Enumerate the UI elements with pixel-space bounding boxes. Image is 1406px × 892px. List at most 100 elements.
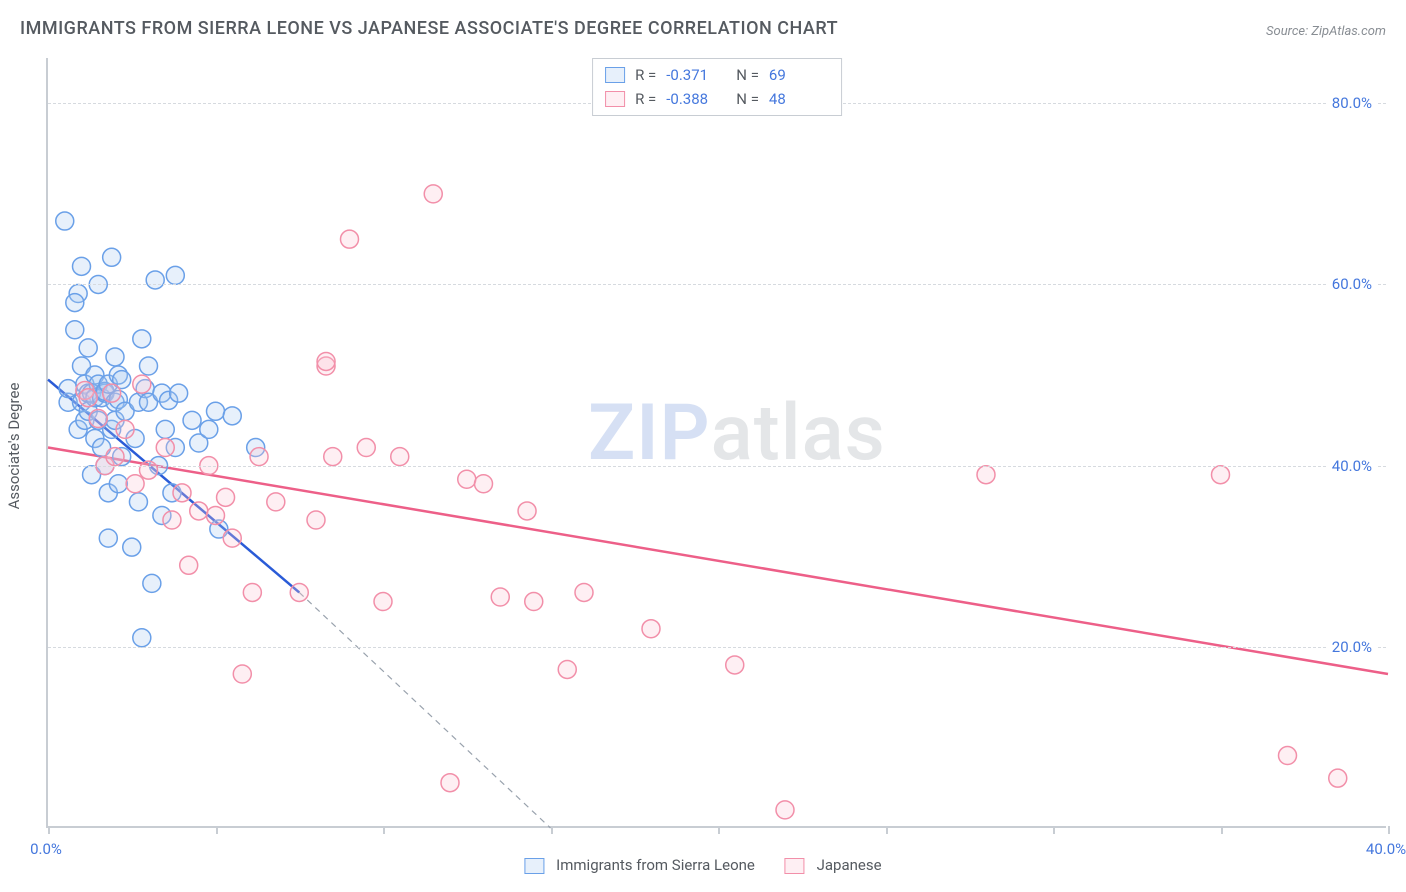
- legend-label: Japanese: [817, 856, 882, 874]
- swatch-icon: [605, 67, 625, 83]
- data-point: [200, 420, 218, 438]
- data-point: [475, 475, 493, 493]
- data-point: [79, 389, 97, 407]
- data-point: [458, 470, 476, 488]
- data-point: [1279, 747, 1297, 765]
- legend-row: R = -0.371 N = 69: [605, 63, 829, 87]
- x-tick-mark: [1053, 826, 1055, 834]
- data-point: [374, 593, 392, 611]
- data-point: [140, 357, 158, 375]
- x-tick-mark: [383, 826, 385, 834]
- data-point: [250, 448, 268, 466]
- data-point: [525, 593, 543, 611]
- data-point: [140, 461, 158, 479]
- legend-item: Japanese: [785, 856, 882, 874]
- data-point: [103, 248, 121, 266]
- data-point: [116, 420, 134, 438]
- plot-area: R = -0.371 N = 69 R = -0.388 N = 48 ZIPa…: [46, 58, 1386, 828]
- x-tick-mark: [1221, 826, 1223, 834]
- x-tick-mark: [216, 826, 218, 834]
- title-bar: IMMIGRANTS FROM SIERRA LEONE VS JAPANESE…: [20, 18, 1386, 39]
- data-point: [217, 488, 235, 506]
- y-tick-label: 40.0%: [1328, 457, 1376, 475]
- n-value: 48: [769, 87, 829, 111]
- legend-label: Immigrants from Sierra Leone: [556, 856, 755, 874]
- data-point: [1329, 769, 1347, 787]
- stat-label: R =: [635, 63, 656, 87]
- gridline: [48, 466, 1386, 467]
- x-tick-label: 40.0%: [1366, 840, 1406, 858]
- data-point: [491, 588, 509, 606]
- gridline: [48, 647, 1386, 648]
- data-point: [163, 511, 181, 529]
- data-point: [190, 502, 208, 520]
- data-point: [106, 448, 124, 466]
- x-tick-mark: [718, 826, 720, 834]
- data-point: [977, 466, 995, 484]
- data-point: [180, 556, 198, 574]
- data-point: [1212, 466, 1230, 484]
- data-point: [267, 493, 285, 511]
- source-label: Source: ZipAtlas.com: [1266, 24, 1386, 39]
- data-point: [726, 656, 744, 674]
- data-point: [357, 439, 375, 457]
- data-point: [59, 380, 77, 398]
- data-point: [56, 212, 74, 230]
- data-point: [133, 375, 151, 393]
- data-point: [324, 448, 342, 466]
- stat-label: N =: [736, 87, 759, 111]
- data-point: [424, 185, 442, 203]
- data-point: [129, 493, 147, 511]
- data-point: [575, 583, 593, 601]
- correlation-legend: R = -0.371 N = 69 R = -0.388 N = 48: [592, 58, 842, 116]
- data-point: [776, 801, 794, 819]
- data-point: [156, 420, 174, 438]
- data-point: [391, 448, 409, 466]
- data-point: [243, 583, 261, 601]
- data-point: [156, 439, 174, 457]
- data-point: [223, 529, 241, 547]
- data-point: [207, 402, 225, 420]
- data-point: [146, 271, 164, 289]
- data-point: [290, 583, 308, 601]
- y-tick-label: 60.0%: [1328, 275, 1376, 293]
- n-value: 69: [769, 63, 829, 87]
- x-tick-mark: [48, 826, 50, 834]
- r-value: -0.371: [666, 63, 726, 87]
- x-tick-mark: [886, 826, 888, 834]
- stat-label: R =: [635, 87, 656, 111]
- swatch-icon: [785, 858, 805, 874]
- data-point: [73, 257, 91, 275]
- data-point: [123, 538, 141, 556]
- swatch-icon: [524, 858, 544, 874]
- data-point: [166, 266, 184, 284]
- trend-line: [48, 448, 1388, 674]
- data-point: [106, 348, 124, 366]
- data-point: [133, 629, 151, 647]
- y-tick-label: 80.0%: [1328, 94, 1376, 112]
- data-point: [183, 411, 201, 429]
- legend-item: Immigrants from Sierra Leone: [524, 856, 754, 874]
- data-point: [233, 665, 251, 683]
- data-point: [103, 384, 121, 402]
- x-tick-label: 0.0%: [30, 840, 62, 858]
- data-point: [170, 384, 188, 402]
- r-value: -0.388: [666, 87, 726, 111]
- scatter-svg: [48, 58, 1386, 826]
- y-tick-label: 20.0%: [1328, 638, 1376, 656]
- x-tick-mark: [1388, 826, 1390, 834]
- trend-line-extension: [299, 592, 550, 828]
- data-point: [341, 230, 359, 248]
- data-point: [307, 511, 325, 529]
- data-point: [207, 506, 225, 524]
- data-point: [223, 407, 241, 425]
- y-axis-label: Associate's Degree: [5, 383, 23, 510]
- gridline: [48, 284, 1386, 285]
- data-point: [66, 321, 84, 339]
- stat-label: N =: [736, 63, 759, 87]
- data-point: [441, 774, 459, 792]
- data-point: [642, 620, 660, 638]
- legend-row: R = -0.388 N = 48: [605, 87, 829, 111]
- data-point: [99, 529, 117, 547]
- data-point: [173, 484, 191, 502]
